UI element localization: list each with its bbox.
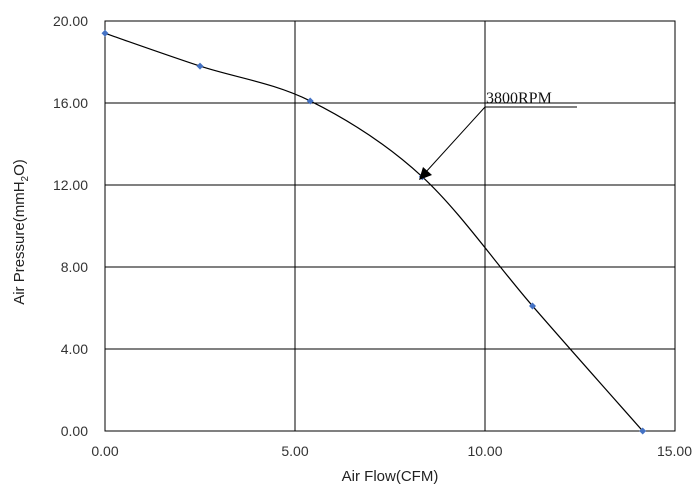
x-tick-labels: 0.00 5.00 10.00 15.00 xyxy=(91,443,692,459)
y-axis-title-main: Air Pressure(mmH xyxy=(11,181,28,304)
y-axis-title-end: O) xyxy=(11,159,28,176)
rpm-annotation: 3800RPM xyxy=(419,90,577,180)
grid-lines xyxy=(104,20,676,432)
y-tick-label: 0.00 xyxy=(61,423,88,439)
y-axis-title-subscript: 2 xyxy=(20,175,31,181)
annotation-label: 3800RPM xyxy=(486,90,552,107)
x-axis-title: Air Flow(CFM) xyxy=(342,468,439,485)
y-tick-label: 12.00 xyxy=(53,177,88,193)
annotation-arrowhead xyxy=(419,167,432,180)
x-tick-label: 10.00 xyxy=(467,443,502,459)
data-point xyxy=(196,62,204,70)
data-point xyxy=(529,302,536,310)
x-tick-label: 5.00 xyxy=(281,443,308,459)
data-point xyxy=(306,97,314,105)
plot-area-border xyxy=(104,20,676,432)
series-points xyxy=(101,29,647,435)
data-point xyxy=(639,427,647,435)
series-line xyxy=(104,32,644,432)
annotation-arrow-line xyxy=(424,106,486,174)
y-tick-label: 16.00 xyxy=(53,95,88,111)
y-tick-label: 20.00 xyxy=(53,13,88,29)
x-tick-label: 15.00 xyxy=(657,443,692,459)
y-tick-label: 4.00 xyxy=(61,341,88,357)
y-tick-labels: 0.00 4.00 8.00 12.00 16.00 20.00 xyxy=(53,13,88,439)
data-point xyxy=(101,29,109,37)
y-axis-title: Air Pressure(mmH2O) xyxy=(11,159,31,305)
x-tick-label: 0.00 xyxy=(91,443,118,459)
y-tick-label: 8.00 xyxy=(61,259,88,275)
